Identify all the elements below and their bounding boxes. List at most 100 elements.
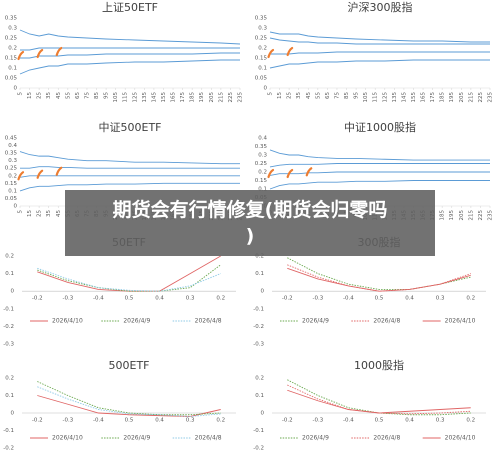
legend-label: 2026/4/10 — [445, 435, 476, 442]
chart-title: 上证50ETF — [102, 1, 158, 14]
x-tick-label: 165 — [421, 92, 427, 103]
x-tick-label: 75 — [334, 92, 340, 99]
marker — [36, 169, 44, 179]
y-tick-label: -0.1 — [3, 306, 14, 312]
legend-label: 2026/4/9 — [302, 435, 329, 442]
y-tick-label: -0.2 — [3, 446, 14, 452]
series-line — [270, 51, 490, 55]
x-tick-label: 0.4 — [155, 418, 164, 424]
x-tick-label: 0.5 — [125, 296, 134, 302]
y-tick-label: 0.35 — [255, 16, 268, 22]
y-tick-label: 0.35 — [5, 16, 18, 22]
marker — [36, 48, 44, 59]
series-line — [37, 255, 221, 292]
series-line — [269, 31, 490, 43]
x-tick-label: -0.3 — [62, 418, 73, 424]
y-tick-label: 0.05 — [5, 76, 18, 82]
x-tick-label: 5 — [18, 210, 24, 214]
x-tick-label: 105 — [113, 92, 119, 103]
x-tick-label: -0.3 — [312, 418, 323, 424]
x-tick-label: 45 — [56, 92, 62, 99]
marker — [17, 50, 25, 61]
x-tick-label: 225 — [228, 92, 234, 103]
x-tick-label: 115 — [373, 92, 379, 103]
x-tick-label: 145 — [151, 92, 157, 103]
series-line — [269, 180, 490, 190]
y-tick-label: 0.35 — [5, 151, 18, 157]
series-line — [269, 37, 490, 45]
x-tick-label: 35 — [46, 210, 52, 217]
x-tick-label: 225 — [478, 210, 484, 221]
y-tick-label: 0 — [261, 411, 265, 417]
x-tick-label: 65 — [325, 92, 331, 99]
y-tick-label: 0 — [14, 204, 18, 210]
x-tick-label: 55 — [65, 92, 71, 99]
chart-title: 中证500ETF — [99, 121, 162, 134]
x-tick-label: 0.2 — [216, 296, 225, 302]
x-tick-label: 235 — [488, 92, 494, 103]
series-line — [269, 163, 490, 168]
x-tick-label: 0.4 — [405, 296, 414, 302]
x-tick-label: 135 — [142, 92, 148, 103]
series-line — [19, 151, 240, 165]
y-tick-label: 0.2 — [255, 254, 264, 260]
y-tick-label: -0.2 — [253, 324, 264, 330]
x-tick-label: 85 — [94, 92, 100, 99]
series-line — [269, 59, 490, 69]
series-line — [19, 182, 240, 192]
y-tick-label: 0.2 — [8, 173, 17, 179]
x-tick-label: 15 — [277, 92, 283, 99]
x-tick-label: 75 — [84, 92, 90, 99]
x-tick-label: 185 — [440, 92, 446, 103]
legend-label: 2026/4/8 — [373, 435, 400, 442]
x-tick-label: 125 — [382, 92, 388, 103]
x-tick-label: -0.4 — [343, 418, 354, 424]
series-line — [20, 52, 240, 59]
y-tick-label: -0.3 — [253, 342, 264, 348]
y-tick-label: 0.05 — [255, 76, 268, 82]
series-line — [20, 166, 240, 169]
y-tick-label: 0 — [14, 86, 18, 92]
marker — [267, 48, 275, 59]
y-tick-label: 0 — [11, 289, 15, 295]
x-tick-label: 95 — [354, 92, 360, 99]
x-tick-label: 135 — [392, 92, 398, 103]
x-tick-label: 45 — [306, 92, 312, 99]
x-tick-label: 145 — [401, 92, 407, 103]
x-tick-label: 45 — [56, 210, 62, 217]
x-tick-label: 5 — [268, 92, 274, 96]
x-tick-label: -0.2 — [282, 418, 293, 424]
series-line — [19, 59, 240, 75]
x-tick-label: 205 — [459, 92, 465, 103]
y-tick-label: 0.1 — [8, 188, 17, 194]
legend-label: 2026/4/10 — [52, 435, 83, 442]
x-tick-label: 125 — [132, 92, 138, 103]
marker — [55, 46, 63, 57]
series-line — [287, 257, 471, 290]
y-tick-label: 0.1 — [5, 393, 14, 399]
legend-label: 2026/4/8 — [373, 318, 400, 325]
y-tick-label: 0.15 — [255, 178, 268, 184]
x-tick-label: 235 — [488, 210, 494, 221]
x-tick-label: 205 — [459, 210, 465, 221]
y-tick-label: 0.2 — [8, 46, 17, 52]
y-tick-label: 0.2 — [258, 170, 267, 176]
chart-title: 500ETF — [109, 359, 150, 372]
marker — [55, 166, 63, 176]
y-tick-label: -0.2 — [253, 446, 264, 452]
y-tick-label: 0.25 — [5, 166, 18, 172]
series-line — [269, 171, 490, 176]
x-tick-label: 35 — [296, 92, 302, 99]
legend-label: 2026/4/10 — [52, 318, 83, 325]
series-line — [19, 175, 240, 178]
y-tick-label: 0.4 — [258, 136, 267, 142]
legend-label: 2026/4/10 — [445, 318, 476, 325]
x-tick-label: 165 — [171, 92, 177, 103]
y-tick-label: -0.1 — [253, 306, 264, 312]
y-tick-label: 0.25 — [255, 36, 268, 42]
y-tick-label: 0.1 — [258, 66, 267, 72]
x-tick-label: 15 — [27, 210, 33, 217]
x-tick-label: -0.4 — [93, 296, 104, 302]
series-line — [19, 29, 241, 45]
x-tick-label: 195 — [449, 92, 455, 103]
